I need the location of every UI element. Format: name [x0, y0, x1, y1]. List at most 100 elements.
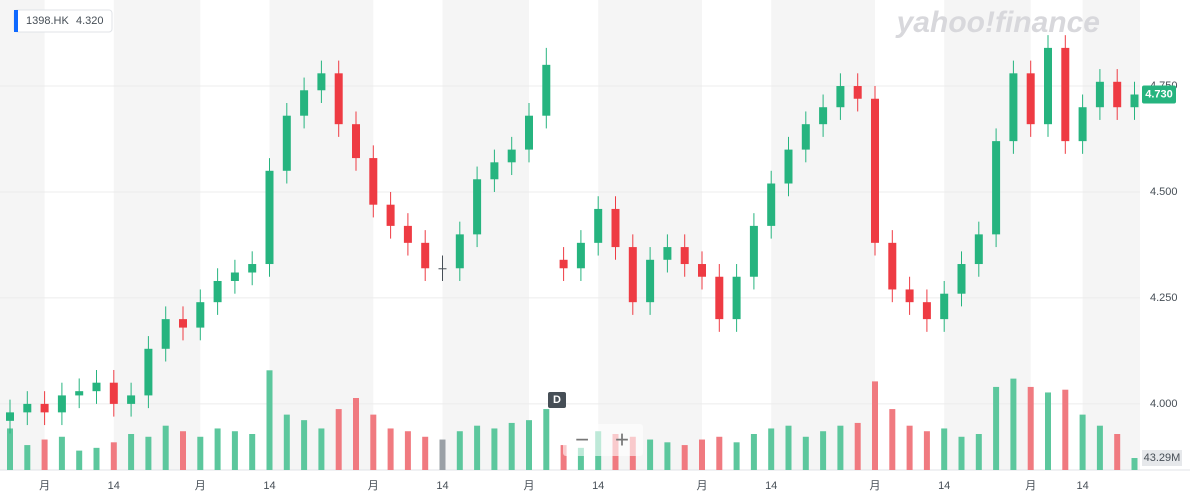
y-tick-label: 4.500: [1150, 186, 1178, 198]
candle-body: [282, 115, 291, 171]
volume-bar: [439, 439, 446, 470]
candle-body: [438, 268, 447, 270]
candle-body: [403, 225, 412, 243]
band: [442, 0, 529, 470]
volume-bar: [422, 436, 429, 470]
candle-body: [179, 319, 187, 328]
volume-bar: [7, 428, 13, 470]
candle-body: [1044, 47, 1052, 125]
candle-body: [680, 247, 689, 265]
candle-body: [369, 158, 378, 205]
candle-body: [749, 225, 758, 277]
volume-bar: [162, 425, 169, 470]
volume-bar: [508, 422, 515, 470]
candle-body: [628, 247, 637, 303]
candle-body: [334, 73, 343, 125]
candle-body: [213, 280, 222, 303]
last-volume-label: 43.29M: [1144, 452, 1181, 464]
last-price-tag: [1142, 85, 1176, 104]
candle-body: [6, 412, 14, 421]
candle-body: [542, 64, 551, 116]
volume-bar: [128, 434, 135, 470]
volume-bar: [1096, 425, 1103, 470]
candle-body: [525, 115, 533, 150]
y-tick-label: 4.000: [1150, 398, 1178, 410]
legend-quote: 4.320: [76, 15, 104, 27]
candle-body: [559, 259, 568, 269]
candle-body: [957, 264, 966, 294]
volume-bar: [387, 428, 394, 470]
candle-body: [576, 242, 585, 269]
candle-body: [57, 395, 66, 413]
volume-bar: [543, 409, 550, 470]
candle-body: [594, 208, 603, 243]
candle-body: [836, 86, 845, 108]
candle-body: [92, 382, 101, 392]
zoom-controls: [563, 424, 643, 456]
volume-bar: [456, 431, 463, 470]
x-tick-label: 月: [1025, 480, 1036, 492]
x-tick-label: 月: [697, 480, 708, 492]
candle-body: [732, 276, 741, 320]
volume-bar: [802, 436, 809, 470]
x-tick-label: 月: [368, 480, 379, 492]
candle-body: [265, 170, 274, 265]
candle-body: [1130, 94, 1139, 108]
candle-body: [1061, 47, 1070, 142]
volume-bar: [404, 431, 411, 470]
candle-body: [819, 107, 828, 125]
candle-body: [1009, 73, 1018, 142]
volume-bar: [145, 436, 152, 470]
logo: yahoo!finance: [895, 6, 1100, 39]
band: [771, 0, 875, 470]
candle-body: [230, 272, 239, 281]
volume-bar: [41, 439, 48, 470]
zoom-out[interactable]: −: [575, 426, 589, 453]
candle-body: [300, 90, 309, 116]
volume-bar: [318, 428, 325, 470]
candle-body: [317, 73, 326, 91]
x-tick-label: 14: [108, 480, 120, 492]
interval-button[interactable]: [548, 392, 566, 408]
candle-body: [490, 162, 499, 180]
candle-body: [455, 234, 464, 269]
interval-label: D: [553, 394, 561, 406]
candle-body: [352, 124, 360, 159]
volume-bar: [975, 434, 982, 470]
volume-bar: [906, 425, 913, 470]
volume-bar: [335, 409, 342, 470]
volume-bar: [370, 414, 377, 470]
candle-body: [1113, 81, 1122, 108]
volume-bar: [664, 442, 671, 470]
y-tick-label: 4.250: [1150, 292, 1178, 304]
volume-bar: [76, 450, 83, 470]
volume-bar: [58, 436, 65, 470]
zoom-in[interactable]: +: [615, 426, 629, 453]
candle-body: [473, 179, 482, 235]
volume-bar: [889, 409, 896, 470]
x-tick-label: 14: [938, 480, 950, 492]
volume-bar: [1114, 434, 1121, 470]
volume-bar: [854, 422, 861, 470]
band: [1082, 0, 1140, 470]
candle-body: [1095, 81, 1104, 108]
x-tick-label: 月: [870, 480, 881, 492]
volume-bar: [768, 428, 775, 470]
volume-bar: [733, 442, 740, 470]
candle-body: [40, 403, 49, 413]
legend-swatch: [14, 10, 18, 32]
candle-body: [646, 259, 655, 303]
volume-bar: [1079, 414, 1086, 470]
volume-bar: [699, 439, 705, 470]
volume-bar: [93, 447, 100, 470]
volume-bar: [750, 434, 757, 470]
candle-body: [940, 293, 949, 320]
volume-bar: [923, 431, 930, 470]
candle-body: [196, 302, 205, 328]
x-tick-label: 14: [263, 480, 275, 492]
volume-bar: [716, 436, 723, 470]
volume-bar: [785, 425, 792, 470]
volume-bar: [958, 436, 965, 470]
